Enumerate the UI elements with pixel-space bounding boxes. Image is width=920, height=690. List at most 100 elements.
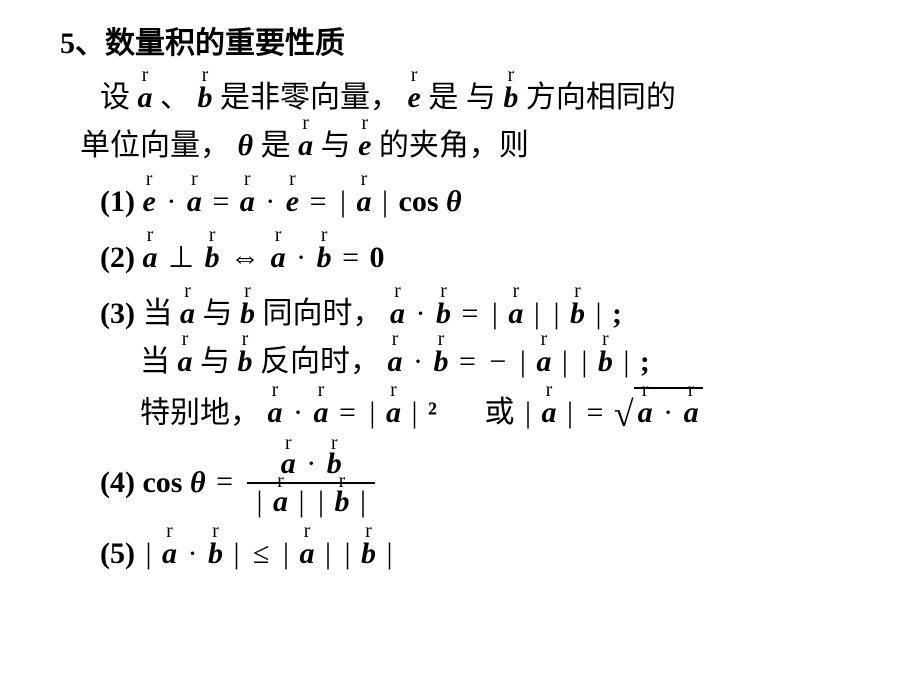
property-4: (4) cos θ = a · b | a | | b | (100, 448, 860, 522)
semicolon: ; (640, 345, 650, 378)
theta: θ (238, 129, 254, 162)
abs-bar: | (318, 485, 324, 518)
vector-a: a (298, 122, 313, 170)
vector-a: a (162, 530, 177, 578)
item-number: (4) (100, 465, 135, 498)
vector-a: a (357, 178, 372, 226)
abs-bar: | (382, 185, 388, 218)
iff-op: ⇔ (230, 241, 260, 274)
abs-bar: | (369, 396, 375, 429)
vector-a: a (138, 74, 153, 122)
dot-op: · (166, 185, 176, 218)
numerator: a · b (247, 446, 375, 484)
vector-b: b (598, 338, 613, 386)
text: 单位向量， (80, 129, 230, 162)
vector-e: e (286, 178, 299, 226)
abs-bar: | (387, 537, 393, 570)
fraction: a · b | a | | b | (247, 446, 375, 520)
vector-a: a (240, 178, 255, 226)
abs-bar: | (411, 396, 417, 429)
eq-op: = (310, 185, 327, 218)
theta: θ (190, 465, 206, 498)
text: 是 (428, 81, 458, 114)
semicolon: ; (612, 297, 622, 330)
text: 反向时， (260, 345, 380, 378)
text: 与 (200, 345, 230, 378)
vector-b: b (198, 74, 213, 122)
abs-bar: | (345, 537, 351, 570)
dot-op: · (413, 345, 423, 378)
vector-a: a (300, 530, 315, 578)
abs-bar: | (360, 485, 366, 518)
abs-bar: | (595, 297, 601, 330)
text: 同向时， (262, 297, 382, 330)
vector-b: b (208, 530, 223, 578)
sqrt-symbol: √ (614, 394, 634, 434)
text: 、 (160, 81, 190, 114)
property-5: (5) | a · b | ≤ | a | | b | (100, 530, 860, 578)
vector-b: b (570, 290, 585, 338)
abs-bar: | (562, 345, 568, 378)
vector-b: b (317, 234, 332, 282)
abs-bar: | (520, 345, 526, 378)
abs-bar: | (325, 537, 331, 570)
vector-a: a (142, 234, 157, 282)
vector-a: a (508, 290, 523, 338)
item-number: (2) (100, 241, 135, 274)
le-op: ≤ (253, 537, 269, 570)
abs-bar: | (553, 297, 559, 330)
vector-b: b (503, 74, 518, 122)
page: 5、数量积的重要性质 设 a 、 b 是非零向量， e 是 与 b 方向相同的 … (0, 0, 920, 598)
item-number: (5) (100, 537, 135, 570)
vector-a: a (271, 234, 286, 282)
text: 设 (100, 81, 130, 114)
property-1: (1) e · a = a · e = | a | cos θ (100, 178, 860, 226)
intro-line-2: 单位向量， θ 是 a 与 e 的夹角，则 (80, 122, 860, 170)
item-number: (3) (100, 297, 135, 330)
vector-a: a (386, 389, 401, 437)
dot-op: · (296, 241, 306, 274)
vector-b: b (205, 234, 220, 282)
abs-bar: | (234, 537, 240, 570)
vector-a: a (273, 484, 288, 520)
text: 特别地， (140, 396, 260, 429)
text: 与 (321, 129, 351, 162)
abs-bar: | (525, 396, 531, 429)
vector-b: b (238, 338, 253, 386)
abs-bar: | (581, 345, 587, 378)
sqrt: √ a · a (614, 386, 703, 444)
text-or: 或 (484, 396, 514, 429)
dot-op: · (306, 447, 316, 480)
eq-op: = (461, 297, 478, 330)
dot-op: · (663, 396, 673, 429)
dot-op: · (265, 185, 275, 218)
vector-a: a (541, 389, 556, 437)
text: 方向相同的 (526, 81, 676, 114)
eq-op: = (216, 465, 233, 498)
property-3-line-2: 当 a 与 b 反向时， a · b = − | a | | b | ; (140, 338, 860, 386)
text: 当 (142, 297, 172, 330)
vector-e: e (408, 74, 421, 122)
squared: ² (428, 396, 437, 429)
text: 与 (202, 297, 232, 330)
denominator: | a | | b | (247, 484, 375, 520)
vector-a: a (187, 178, 202, 226)
eq-op: = (212, 185, 229, 218)
text: 与 (466, 81, 496, 114)
property-3-line-3: 特别地， a · a = | a | ² 或 | a | = √ a · a (140, 386, 860, 444)
vector-a: a (638, 389, 653, 437)
dot-op: · (293, 396, 303, 429)
perp-op: ⊥ (168, 241, 194, 274)
abs-bar: | (299, 485, 305, 518)
text: 当 (140, 345, 170, 378)
neg-op: − (489, 345, 506, 378)
abs-bar: | (623, 345, 629, 378)
abs-bar: | (567, 396, 573, 429)
eq-op: = (459, 345, 476, 378)
property-2: (2) a ⊥ b ⇔ a · b = 0 (100, 234, 860, 282)
property-3-line-1: (3) 当 a 与 b 同向时， a · b = | a | | b | ; (100, 290, 860, 338)
abs-bar: | (283, 537, 289, 570)
theta: θ (446, 185, 462, 218)
text: 是非零向量， (220, 81, 400, 114)
vector-b: b (361, 530, 376, 578)
